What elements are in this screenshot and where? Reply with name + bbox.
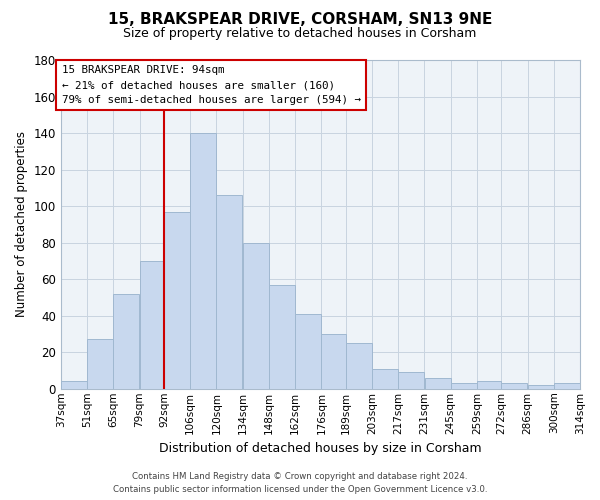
Bar: [372, 368, 398, 389]
Bar: [527, 385, 554, 389]
Bar: [554, 384, 580, 389]
Bar: [322, 334, 346, 389]
Y-axis label: Number of detached properties: Number of detached properties: [15, 132, 28, 318]
Bar: [140, 261, 164, 389]
Text: 15, BRAKSPEAR DRIVE, CORSHAM, SN13 9NE: 15, BRAKSPEAR DRIVE, CORSHAM, SN13 9NE: [108, 12, 492, 28]
Bar: [164, 212, 190, 389]
Bar: [269, 284, 295, 389]
Bar: [190, 133, 216, 389]
Text: Size of property relative to detached houses in Corsham: Size of property relative to detached ho…: [124, 28, 476, 40]
Text: 15 BRAKSPEAR DRIVE: 94sqm
← 21% of detached houses are smaller (160)
79% of semi: 15 BRAKSPEAR DRIVE: 94sqm ← 21% of detac…: [62, 66, 361, 105]
Bar: [87, 340, 113, 389]
Bar: [113, 294, 139, 389]
Bar: [61, 382, 87, 389]
Bar: [346, 343, 372, 389]
Bar: [451, 384, 477, 389]
Bar: [425, 378, 451, 389]
Bar: [217, 195, 242, 389]
Text: Contains HM Land Registry data © Crown copyright and database right 2024.
Contai: Contains HM Land Registry data © Crown c…: [113, 472, 487, 494]
X-axis label: Distribution of detached houses by size in Corsham: Distribution of detached houses by size …: [159, 442, 482, 455]
Bar: [502, 384, 527, 389]
Bar: [295, 314, 321, 389]
Bar: [398, 372, 424, 389]
Bar: [477, 382, 501, 389]
Bar: [243, 242, 269, 389]
